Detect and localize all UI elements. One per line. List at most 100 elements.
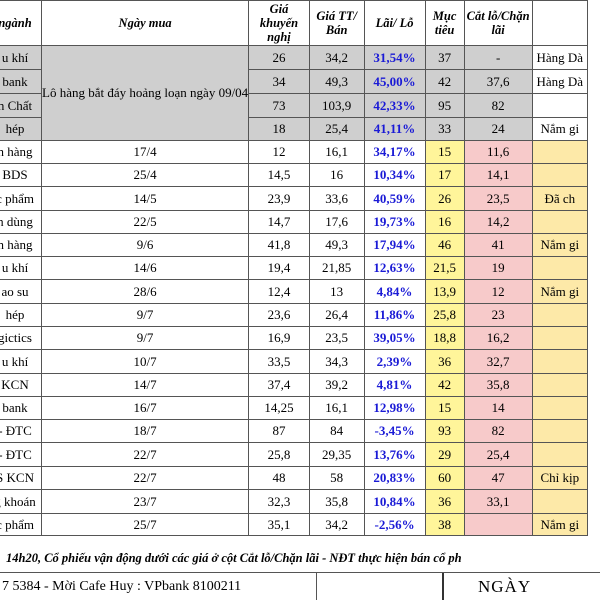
cell-target: 38 [424,513,465,536]
cell-buy-date: 10/7 [41,349,250,374]
footer-bar: 7 5384 - Mời Cafe Huy : VPbank 8100211 N… [0,572,600,600]
cell-sector: bank [0,69,43,94]
footer-note: 14h20, Cổ phiếu vận động dưới các giá ở … [0,544,600,572]
table-row: n Chất 73 103,9 42,33% 95 82 [0,93,589,118]
cell-sector: bank [0,396,43,420]
cell-sector: hép [0,117,43,141]
cell-note: Chỉ kịp [531,466,589,490]
cell-buy-date: 17/4 [41,140,250,164]
cell-profit-loss: 42,33% [363,93,426,118]
cell-buy-date: 14/5 [41,186,250,211]
cell-recommended-price: 26 [248,45,310,70]
cell-market-price: 49,3 [308,233,365,257]
cell-note: Nắm gi [531,117,589,141]
header-recommended-price: Giá khuyến nghị [248,0,310,46]
cell-note [531,442,589,467]
cell-target: 15 [424,396,465,420]
cell-stop-loss: 12 [463,279,533,304]
cell-sector: hép [0,303,43,327]
cell-stop-loss: 37,6 [463,69,533,94]
cell-buy-date: 14/6 [41,256,250,280]
cell-buy-date: 22/7 [41,442,250,467]
cell-note: Nắm gi [531,513,589,536]
cell-market-price: 16 [308,163,365,187]
cell-recommended-price: 37,4 [248,373,310,397]
cell-profit-loss: 45,00% [363,69,426,94]
table-row: - ĐTC 18/7 87 84 -3,45% 93 82 [0,419,589,443]
cell-buy-date: 9/7 [41,326,250,350]
header-market-price: Giá TT/ Bán [308,0,365,46]
cell-stop-loss: 32,7 [463,349,533,374]
cell-note: Hàng Dà [531,45,589,70]
table-row: - ĐTC 22/7 25,8 29,35 13,76% 29 25,4 [0,442,589,467]
cell-sector: u khí [0,45,43,70]
cell-recommended-price: 25,8 [248,442,310,467]
cell-market-price: 84 [308,419,365,443]
header-profit-loss: Lãi/ Lỗ [363,0,426,46]
cell-buy-date: 28/6 [41,279,250,304]
cell-buy-date: 16/7 [41,396,250,420]
cell-target: 95 [424,93,465,118]
header-sector: ngành [0,0,43,46]
cell-note [531,140,589,164]
cell-buy-date: 22/5 [41,210,250,234]
cell-market-price: 16,1 [308,396,365,420]
cell-target: 15 [424,140,465,164]
cell-market-price: 103,9 [308,93,365,118]
cell-profit-loss: 12,63% [363,256,426,280]
header-note [531,0,589,46]
cell-target: 42 [424,373,465,397]
cell-target: 46 [424,233,465,257]
cell-sector: c phẩm [0,186,43,211]
cell-buy-date: 25/7 [41,513,250,536]
cell-stop-loss: 16,2 [463,326,533,350]
cell-profit-loss: 19,73% [363,210,426,234]
cell-buy-date: 9/6 [41,233,250,257]
cell-target: 29 [424,442,465,467]
cell-profit-loss: 17,94% [363,233,426,257]
table-row: n dùng 22/5 14,7 17,6 19,73% 16 14,2 [0,210,589,234]
contact-text: 7 5384 - Mời Cafe Huy : VPbank 8100211 [0,573,317,600]
cell-profit-loss: 13,76% [363,442,426,467]
cell-target: 18,8 [424,326,465,350]
cell-stop-loss: 33,1 [463,489,533,514]
cell-sector: KCN [0,373,43,397]
cell-lot-note: Lô hàng bắt đáy hoảng loạn ngày 09/04 [41,45,250,141]
cell-note: Hàng Dà [531,69,589,94]
cell-market-price: 23,5 [308,326,365,350]
table-row: ao su 28/6 12,4 13 4,84% 13,9 12 Nắm gi [0,279,589,304]
table-row: bank 16/7 14,25 16,1 12,98% 15 14 [0,396,589,420]
cell-market-price: 35,8 [308,489,365,514]
header-target: Mục tiêu [424,0,465,46]
cell-recommended-price: 14,25 [248,396,310,420]
cell-note [531,256,589,280]
cell-target: 21,5 [424,256,465,280]
header-stop-loss: Cắt lỗ/Chặn lãi [463,0,533,46]
cell-stop-loss: 14,1 [463,163,533,187]
portfolio-table: ngành Ngày mua Giá khuyến nghị Giá TT/ B… [0,0,589,536]
table-row: BDS 25/4 14,5 16 10,34% 17 14,1 [0,163,589,187]
cell-note [531,326,589,350]
cell-stop-loss: 14,2 [463,210,533,234]
cell-stop-loss: 82 [463,419,533,443]
cell-profit-loss: 34,17% [363,140,426,164]
cell-market-price: 34,2 [308,513,365,536]
cell-market-price: 58 [308,466,365,490]
cell-recommended-price: 34 [248,69,310,94]
cell-buy-date: 9/7 [41,303,250,327]
cell-recommended-price: 14,7 [248,210,310,234]
cell-recommended-price: 19,4 [248,256,310,280]
cell-target: 93 [424,419,465,443]
cell-note [531,396,589,420]
cell-stop-loss: 35,8 [463,373,533,397]
cell-profit-loss: -3,45% [363,419,426,443]
cell-recommended-price: 87 [248,419,310,443]
cell-profit-loss: 12,98% [363,396,426,420]
cell-recommended-price: 41,8 [248,233,310,257]
cell-stop-loss: 24 [463,117,533,141]
table-row: n hàng 9/6 41,8 49,3 17,94% 46 41 Nắm gi [0,233,589,257]
cell-market-price: 21,85 [308,256,365,280]
cell-sector: ao su [0,279,43,304]
